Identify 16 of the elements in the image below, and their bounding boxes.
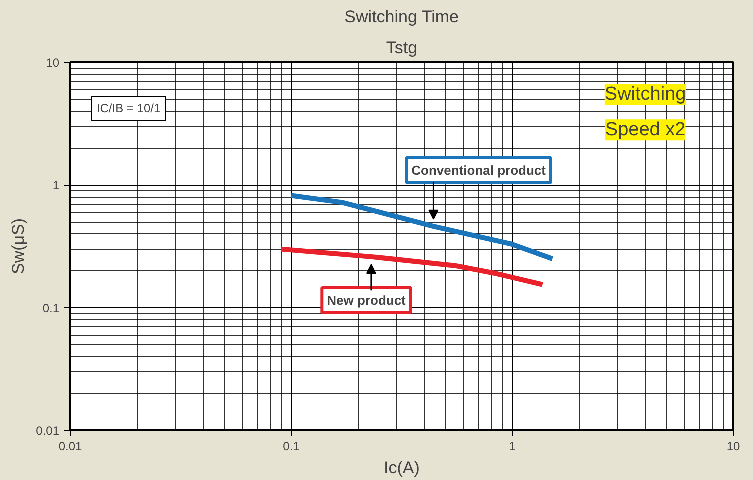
- x-tick-label: 10: [726, 440, 740, 454]
- annotation: Switching Speed x2: [604, 84, 686, 141]
- y-tick-label: 0.1: [42, 301, 60, 316]
- annotation: IC/IB = 10/1: [96, 102, 161, 116]
- x-tick-label: 0.1: [283, 440, 300, 454]
- y-tick-label: 10: [46, 56, 60, 70]
- chart-subtitle: Tstg: [386, 38, 418, 58]
- y-tick-label: 0.01: [36, 424, 60, 438]
- annotation: Conventional product: [412, 163, 547, 178]
- x-tick-label: 1: [509, 440, 516, 454]
- y-tick-label: 1: [52, 178, 60, 193]
- chart-title: Switching Time: [344, 8, 460, 26]
- annotation: New product: [327, 292, 407, 308]
- x-tick-label: 0.01: [58, 440, 83, 454]
- y-axis-title: Sw(μS): [9, 218, 28, 275]
- x-axis-title: Ic(A): [384, 458, 420, 478]
